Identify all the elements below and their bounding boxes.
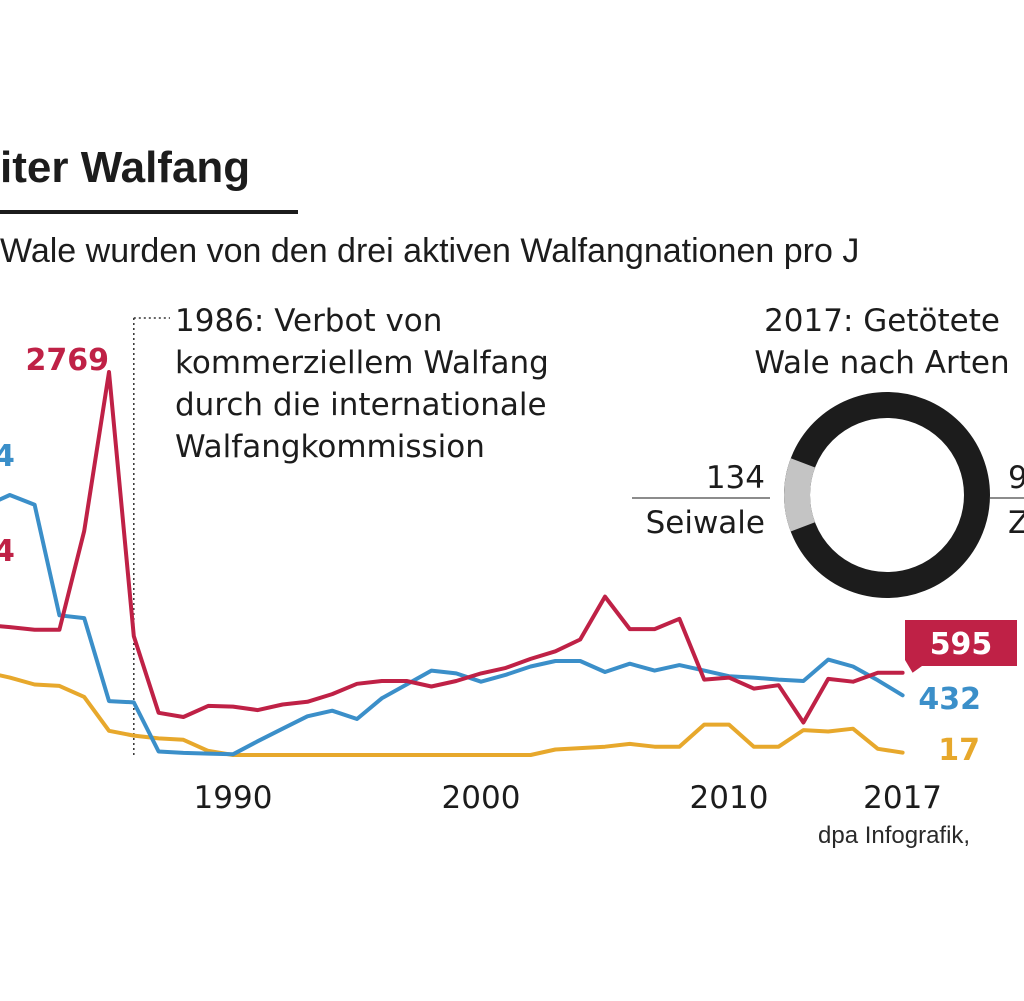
donut-slice-other (784, 392, 990, 598)
yellow-end-label: 17 (938, 733, 980, 768)
left-edge-label-red: 4 (0, 534, 15, 569)
ban-annotation-line: kommerziellem Walfang (175, 345, 549, 381)
red-end-label: 595 (930, 627, 993, 662)
source-credit: dpa Infografik, (818, 822, 971, 849)
donut-title-line: 2017: Getötete (764, 303, 1000, 339)
series-line-blue (0, 493, 905, 757)
x-tick-label: 2017 (863, 780, 942, 816)
title-underline (0, 210, 298, 214)
seiwale-value: 134 (706, 460, 765, 496)
blue-end-label: 432 (918, 682, 981, 717)
donut-slice-seiwale (784, 392, 990, 598)
x-tick-label: 2010 (690, 780, 769, 816)
right-slice-label: Z (1008, 505, 1024, 541)
peak-value-label: 2769 (26, 343, 110, 378)
x-tick-label: 2000 (442, 780, 521, 816)
ban-annotation-line: durch die internationale (175, 387, 547, 423)
series-line-yellow (0, 673, 905, 757)
chart-title: iter Walfang (0, 143, 251, 192)
x-tick-label: 1990 (194, 780, 273, 816)
series-line-red (0, 370, 905, 725)
left-edge-label-blue: 4 (0, 439, 15, 474)
right-slice-value: 9 (1008, 460, 1024, 496)
ban-annotation-line: Walfangkommission (175, 429, 485, 465)
donut-title-line: Wale nach Arten (754, 345, 1009, 381)
seiwale-label: Seiwale (646, 505, 765, 541)
chart-subtitle: Wale wurden von den drei aktiven Walfang… (0, 232, 860, 270)
ban-annotation-line: 1986: Verbot von (175, 303, 442, 339)
red-end-flag (905, 620, 1017, 673)
